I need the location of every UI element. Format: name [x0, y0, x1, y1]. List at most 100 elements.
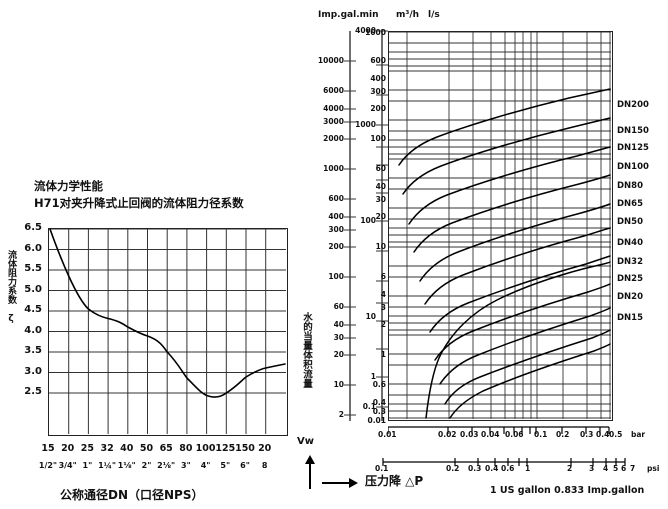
series-label-dn25: DN25 [617, 274, 643, 284]
curve-DN200 [398, 88, 611, 166]
axis-ls-tick: 0.3 [372, 407, 386, 416]
right-chart-curves [398, 88, 611, 419]
axis-ls-tick: 3 [380, 303, 386, 312]
axis-imp-tick: 10 [333, 380, 344, 389]
conversion-footnote: 1 US gallon 0.833 Imp.gallon [490, 485, 645, 496]
right-chart-x-axis-label: 压力降 △P [365, 474, 424, 488]
x-tick-dn: 125 [215, 443, 236, 454]
axis-imp-tick: 30 [333, 333, 344, 342]
x-tick-dn: 100 [195, 443, 216, 454]
x-tick-nps: 4" [200, 461, 211, 470]
curve-DN50 [429, 255, 611, 333]
psi-tick: 6 [621, 464, 627, 473]
axis-bar-scale: 0.01 0.02 0.03 0.04 0.06 0.1 0.2 0.3 0.4… [378, 421, 668, 443]
unit-psi-label: psi [647, 464, 660, 473]
x-tick-nps: 1" [82, 461, 93, 470]
axis-m3-per-h: 4000 1000 100 10 1 0.1 [340, 25, 388, 421]
axis-imp-tick: 100 [328, 272, 344, 281]
axis-m3h-spine [376, 29, 388, 421]
axis-l-per-s: 1000 600 400 300 200 100 60 40 30 20 10 … [360, 28, 388, 425]
axis-ls-tick: 4 [380, 290, 386, 299]
x-tick-dn: 15 [41, 443, 55, 454]
axis-imp-tick: 400 [328, 212, 344, 221]
axis-m3h-tick: 0.1 [362, 402, 376, 411]
axis-m3h-tick: 1 [370, 372, 376, 381]
curve-DN150 [402, 117, 611, 195]
axis-imp-tick: 60 [333, 302, 344, 311]
y-tick: 5.5 [24, 263, 42, 274]
axis-imp-tick: 3000 [323, 117, 344, 126]
x-tick-nps: 1/2" [38, 461, 58, 470]
curve-DN80 [419, 203, 611, 282]
x-tick-nps: 1⅛" [117, 461, 136, 470]
axis-imp-tick: 2000 [323, 134, 344, 143]
psi-tick: 2 [567, 464, 573, 473]
bar-tick: 0.2 [556, 430, 570, 439]
series-label-dn50: DN50 [617, 217, 643, 227]
psi-tick: 0.2 [446, 464, 460, 473]
right-chart-plot-area [388, 31, 613, 421]
axis-imp-tick: 300 [328, 225, 344, 234]
psi-tick: 0.3 [468, 464, 482, 473]
psi-tick: 1 [525, 464, 531, 473]
axis-m3h-tick: 1000 [355, 120, 376, 129]
axis-ls-tick: 0.4 [372, 398, 386, 407]
bar-tick: 0.02 [438, 430, 457, 439]
curve-DN25 [444, 329, 611, 405]
series-label-dn80: DN80 [617, 181, 643, 191]
right-chart-series-labels: DN200 DN150 DN125 DN100 DN80 DN65 DN50 D… [617, 31, 668, 421]
psi-tick: 4 [603, 464, 609, 473]
flow-pressure-svg [389, 31, 611, 419]
axis-ls-tick: 600 [370, 56, 386, 65]
x-tick-nps: 3/4" [58, 461, 77, 470]
left-chart-title-line2: H71对夹升降式止回阀的流体阻力径系数 [34, 196, 244, 210]
curve-DN32 [439, 307, 611, 385]
axis-imp-tick: 6000 [323, 86, 344, 95]
series-label-dn40: DN40 [617, 238, 643, 248]
y-tick: 6.0 [24, 242, 42, 254]
axis-imp-gal-min: 10000 6000 4000 3000 2000 1000 600 400 3… [306, 31, 356, 421]
unit-l-per-s: l/s [428, 10, 440, 20]
x-tick-nps: 2" [141, 461, 152, 470]
series-label-dn65: DN65 [617, 199, 643, 209]
axis-ls-tick: 2 [380, 320, 386, 329]
x-tick-nps: 5" [220, 461, 231, 470]
curve-DN40 [434, 283, 611, 361]
psi-tick: 3 [589, 464, 595, 473]
axis-ls-tick: 30 [375, 195, 386, 204]
right-chart-unit-headers: Imp.gal.min m³/h l/s [318, 10, 518, 24]
axis-ls-tick: 1000 [365, 28, 386, 37]
axis-ls-tick: 1 [380, 350, 386, 359]
series-label-dn15: DN15 [617, 313, 643, 323]
curve-DN100 [413, 174, 611, 253]
x-tick-dn: 20 [258, 443, 272, 454]
axis-psi-scale: 0.1 0.2 0.3 0.4 0.6 1 2 3 4 5 6 7 psi [375, 453, 665, 475]
axis-imp-tick: 200 [328, 242, 344, 251]
x-tick-nps: 3" [181, 461, 191, 470]
axis-imp-tick: 40 [333, 320, 344, 329]
left-chart-gridlines [49, 229, 286, 434]
axis-ls-tick: 200 [370, 104, 386, 113]
series-label-dn100: DN100 [617, 162, 649, 172]
curve-DN65 [424, 227, 611, 305]
series-label-dn32: DN32 [617, 257, 643, 267]
right-chart-y-axis-label: 水的当量体积流量 [301, 312, 312, 388]
psi-tick: 0.4 [485, 464, 499, 473]
unit-bar-label: bar [631, 430, 646, 439]
axis-imp-tick: 1000 [323, 164, 344, 173]
psi-tick: 7 [630, 464, 636, 473]
bar-tick: 0.4 [596, 430, 610, 439]
axis-ls-tick: 300 [370, 87, 386, 96]
psi-tick: 0.1 [375, 464, 389, 473]
series-label-dn150: DN150 [617, 126, 649, 136]
right-chart-horizontal-gridlines [389, 31, 611, 419]
curve-DN20 [449, 343, 611, 419]
axis-ls-tick: 400 [370, 74, 386, 83]
y-tick: 6.5 [24, 222, 42, 233]
x-tick-dn: 32 [100, 443, 114, 454]
axis-ls-tick: 100 [370, 134, 386, 143]
psi-axis-ticks [382, 458, 626, 466]
axis-ls-tick: 40 [375, 182, 386, 191]
x-tick-nps: 6" [240, 461, 250, 470]
psi-tick: 0.6 [501, 464, 515, 473]
